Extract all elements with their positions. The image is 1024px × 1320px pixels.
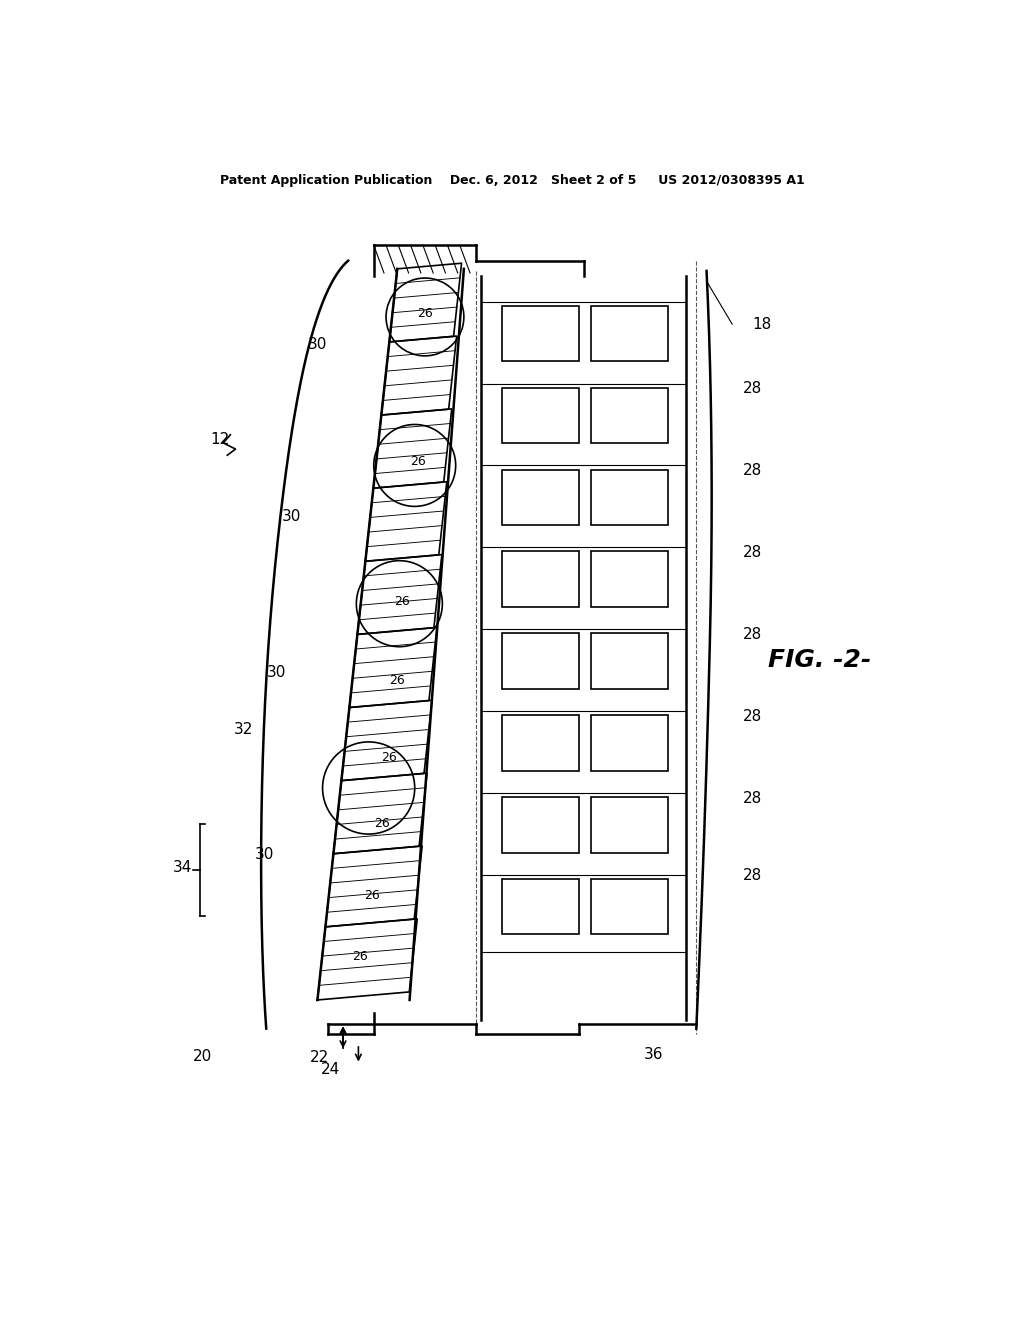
- Text: 30: 30: [267, 665, 286, 680]
- Text: 26: 26: [394, 595, 411, 609]
- Text: 28: 28: [742, 709, 762, 723]
- Text: 28: 28: [742, 545, 762, 560]
- FancyBboxPatch shape: [502, 634, 579, 689]
- Text: Patent Application Publication    Dec. 6, 2012   Sheet 2 of 5     US 2012/030839: Patent Application Publication Dec. 6, 2…: [219, 174, 805, 187]
- FancyBboxPatch shape: [591, 634, 668, 689]
- Text: 26: 26: [352, 950, 369, 964]
- Polygon shape: [326, 846, 422, 927]
- FancyBboxPatch shape: [591, 388, 668, 444]
- Text: 12: 12: [211, 433, 229, 447]
- FancyBboxPatch shape: [591, 715, 668, 771]
- Text: 18: 18: [753, 317, 772, 331]
- Text: 32: 32: [234, 722, 253, 737]
- Text: 30: 30: [283, 510, 301, 524]
- Text: 30: 30: [308, 337, 327, 352]
- Text: 26: 26: [410, 455, 426, 467]
- Polygon shape: [374, 409, 452, 488]
- Text: 28: 28: [742, 791, 762, 805]
- Polygon shape: [366, 482, 446, 561]
- FancyBboxPatch shape: [591, 797, 668, 853]
- Text: 26: 26: [389, 675, 406, 686]
- Polygon shape: [317, 919, 417, 1001]
- Polygon shape: [357, 554, 442, 635]
- Polygon shape: [381, 337, 457, 414]
- Polygon shape: [389, 263, 462, 342]
- FancyBboxPatch shape: [502, 797, 579, 853]
- Text: 30: 30: [255, 847, 273, 862]
- Text: 28: 28: [742, 463, 762, 478]
- FancyBboxPatch shape: [502, 470, 579, 525]
- FancyBboxPatch shape: [502, 552, 579, 607]
- Text: 34: 34: [173, 861, 191, 875]
- Polygon shape: [334, 774, 427, 854]
- Text: FIG. -2-: FIG. -2-: [768, 648, 870, 672]
- FancyBboxPatch shape: [591, 470, 668, 525]
- Text: 26: 26: [364, 890, 380, 902]
- Text: 28: 28: [742, 381, 762, 396]
- Text: 22: 22: [310, 1049, 329, 1065]
- Text: 26: 26: [374, 817, 390, 830]
- FancyBboxPatch shape: [591, 879, 668, 935]
- FancyBboxPatch shape: [502, 306, 579, 360]
- FancyBboxPatch shape: [502, 388, 579, 444]
- Text: 36: 36: [643, 1047, 664, 1061]
- Text: 28: 28: [742, 867, 762, 883]
- Polygon shape: [341, 701, 432, 780]
- Text: 20: 20: [194, 1049, 212, 1064]
- FancyBboxPatch shape: [502, 715, 579, 771]
- Text: 28: 28: [742, 627, 762, 642]
- Text: 26: 26: [417, 308, 433, 321]
- FancyBboxPatch shape: [591, 306, 668, 360]
- Text: 24: 24: [322, 1063, 340, 1077]
- Text: 26: 26: [381, 751, 397, 764]
- FancyBboxPatch shape: [502, 879, 579, 935]
- FancyBboxPatch shape: [591, 552, 668, 607]
- Polygon shape: [349, 627, 437, 708]
